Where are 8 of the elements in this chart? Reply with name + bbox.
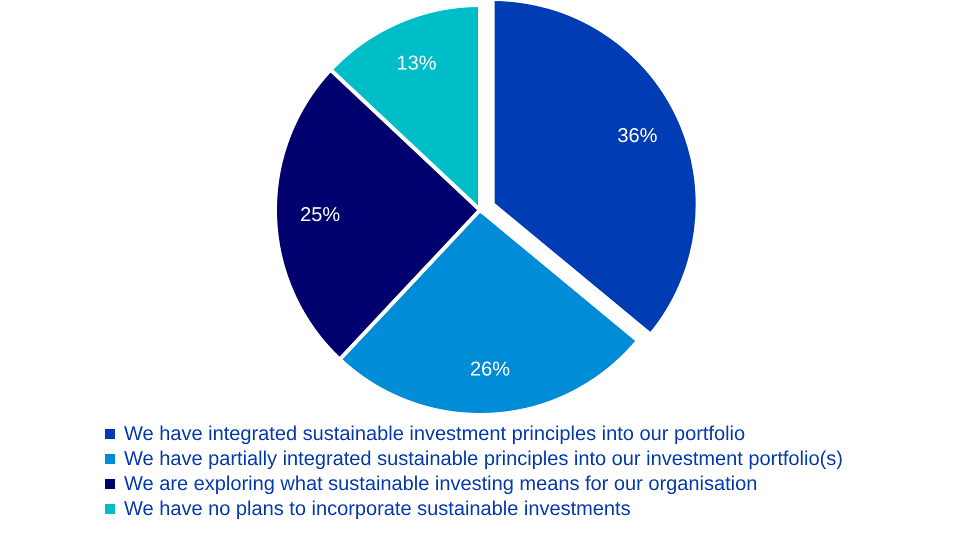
data-label: 13%	[396, 52, 437, 74]
data-label: 25%	[300, 204, 340, 226]
data-label: 26%	[470, 358, 510, 381]
legend-label: We have no plans to incorporate sustainable investments	[124, 498, 631, 520]
legend-label: We have integrated sustainable investment principles into our portfolio	[124, 423, 746, 445]
data-label: 36%	[617, 124, 658, 147]
legend-label: We have partially integrated sustainable principles into our investment portfolio(s)	[124, 448, 843, 470]
legend-label: We are exploring what sustainable investing means for our organisation	[124, 473, 758, 495]
